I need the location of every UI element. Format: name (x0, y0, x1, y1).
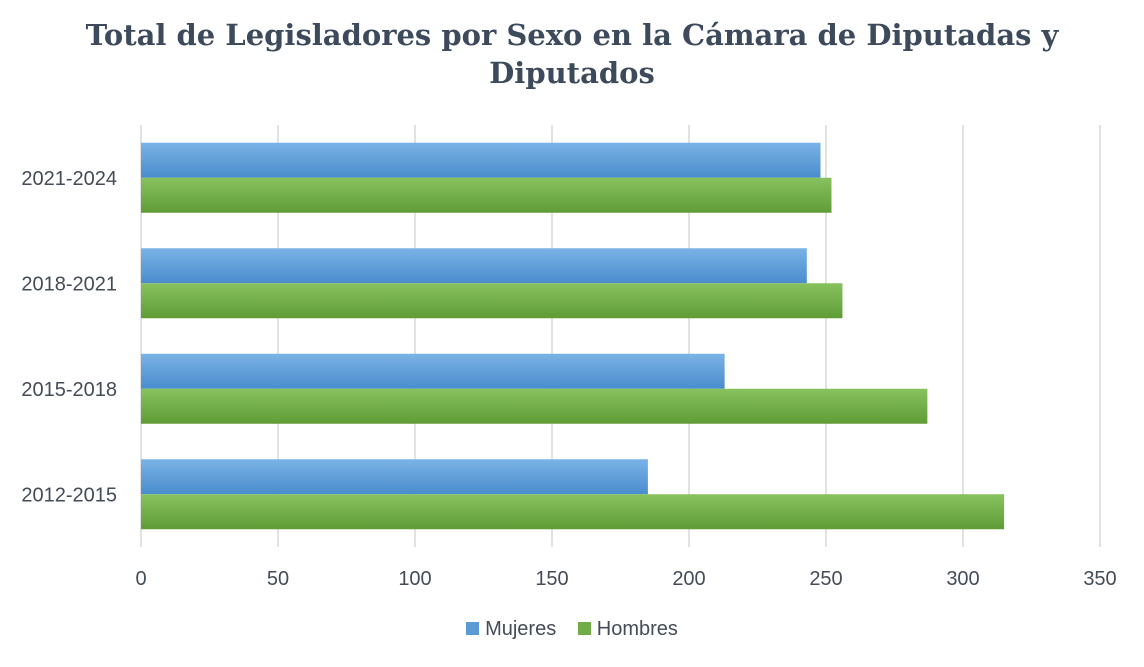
category-label: 2015-2018 (21, 379, 117, 401)
category-label: 2021-2024 (21, 168, 117, 190)
category-label: 2018-2021 (21, 273, 117, 295)
bars (141, 142, 1005, 530)
legend-item-mujeres: Mujeres (466, 618, 556, 641)
chart-title-line-1: Total de Legisladores por Sexo en la Cám… (85, 18, 1059, 52)
bar-hombres-2012-2015 (141, 494, 1005, 530)
bar-hombres-2018-2021 (141, 283, 843, 319)
x-tick-label: 350 (1083, 568, 1116, 590)
bar-hombres-2015-2018 (141, 388, 928, 424)
category-label: 2012-2015 (21, 484, 117, 506)
legend-item-hombres: Hombres (577, 618, 678, 641)
x-tick-label: 200 (672, 568, 705, 590)
x-tick-label: 100 (398, 568, 431, 590)
legend-swatch-hombres (577, 622, 591, 635)
bar-mujeres-2012-2015 (141, 459, 648, 495)
bar-mujeres-2015-2018 (141, 353, 725, 389)
bar-mujeres-2021-2024 (141, 142, 821, 178)
x-tick-label: 50 (267, 568, 289, 590)
legend: Mujeres Hombres (0, 618, 1144, 641)
x-tick-label: 300 (946, 568, 979, 590)
category-axis: 2012-2015 2015-2018 2018-2021 2021-2024 (21, 168, 117, 507)
chart-title: Total de Legisladores por Sexo en la Cám… (0, 16, 1144, 92)
bar-hombres-2021-2024 (141, 177, 832, 213)
value-axis: 0 50 100 150 200 250 300 350 (135, 568, 1116, 590)
bar-mujeres-2018-2021 (141, 248, 807, 284)
chart-title-line-2: Diputados (489, 56, 655, 90)
legend-label-hombres: Hombres (596, 618, 678, 640)
legend-swatch-mujeres (466, 622, 480, 635)
x-tick-label: 250 (809, 568, 842, 590)
x-tick-label: 0 (135, 568, 146, 590)
x-tick-label: 150 (535, 568, 568, 590)
legend-label-mujeres: Mujeres (485, 618, 557, 640)
